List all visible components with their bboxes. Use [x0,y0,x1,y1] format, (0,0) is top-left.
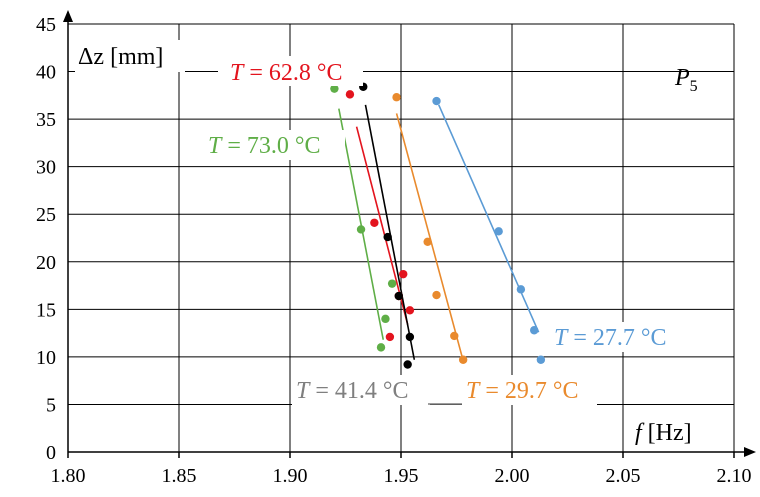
data-point-3 [432,290,441,300]
data-point-0 [385,332,395,342]
data-point-3 [423,237,432,247]
data-point-2 [403,360,412,369]
data-point-0 [370,218,379,227]
series-label-4-text: T = 27.7 °C [554,325,667,351]
fit-line-1 [338,108,385,340]
x-axis-label-unit: [Hz] [642,420,692,446]
series-label-0-var: T [230,60,245,86]
data-point-3 [392,93,401,102]
data-point-0 [399,269,408,279]
y-tick-label: 35 [36,109,56,131]
y-tick-label: 45 [36,14,56,36]
x-tick-label: 1.80 [51,465,86,487]
data-point-2 [405,332,415,342]
y-axis-arrow [63,10,73,22]
x-axis-label-var: f [635,420,645,446]
data-point-4 [536,355,546,364]
series-label-4-var: T [554,325,569,351]
y-tick-label: 20 [36,252,56,274]
ylabel-background [75,40,185,72]
data-point-1 [376,343,386,352]
data-point-1 [330,84,339,93]
x-tick-label: 2.00 [495,465,530,487]
data-point-3 [450,331,459,341]
data-points [330,82,546,369]
tick-labels: 0 5 10 15 20 25 30 35 40 45 1.80 1.85 1.90 1.95 2.00 2.… [36,14,752,487]
data-point-1 [381,314,390,324]
chart-title-main: P [674,65,690,91]
x-tick-label: 2.05 [606,465,641,487]
series-label-3-value: = 29.7 °C [479,378,578,404]
x-axis-arrow [744,447,756,457]
series-label-1: T = 73.0 °C [200,130,345,160]
x-tick-label: 1.95 [384,465,419,487]
data-point-4 [494,227,503,236]
data-point-4 [530,326,539,335]
x-tick-label: 2.10 [717,465,752,487]
y-tick-label: 40 [36,62,56,84]
series-label-4-value: = 27.7 °C [567,325,666,351]
fit-line-0 [355,126,409,325]
y-tick-label: 15 [36,299,56,321]
data-point-4 [516,285,526,294]
y-tick-label: 0 [46,442,56,464]
series-label-0-value: = 62.8 °C [243,60,342,86]
series-label-2: T = 41.4 °C [292,375,430,405]
axes [63,10,756,458]
y-tick-label: 10 [36,347,56,369]
data-point-2 [383,232,392,242]
y-tick-label: 25 [36,204,56,226]
x-tick-label: 1.90 [273,465,308,487]
x-tick-label: 1.85 [162,465,197,487]
series-label-2-bg [292,375,430,405]
series-label-0: T = 62.8 °C [218,56,363,86]
series-label-3-text: T = 29.7 °C [466,378,579,404]
series-label-4-bg [548,322,696,352]
data-point-3 [458,355,468,364]
data-point-4 [432,96,441,106]
xlabel-background [630,415,730,447]
series-label-2-text: T = 41.4 °C [296,378,409,404]
fit-line-2 [364,104,416,360]
data-point-1 [356,225,366,234]
series-label-1-var: T [208,133,223,159]
y-tick-label: 30 [36,157,56,179]
y-axis-label-unit: [mm] [104,44,163,70]
series-label-2-value: = 41.4 °C [309,378,408,404]
fit-line-3 [395,113,464,361]
series-label-0-bg [218,56,363,86]
series-label-3-bg [462,375,597,405]
data-point-2 [394,291,403,301]
series-label-4: T = 27.7 °C [548,322,696,352]
series-label-3: T = 29.7 °C [462,375,597,405]
chart-title: P5 [674,65,698,95]
series-label-1-value: = 73.0 °C [221,133,320,159]
x-axis-label: f [Hz] [635,420,692,446]
data-point-0 [405,306,415,315]
fit-line-4 [438,104,540,333]
y-tick-label: 5 [46,394,56,416]
series-label-1-bg [200,130,345,160]
series-label-2-var: T [296,378,311,404]
series-label-1-text: T = 73.0 °C [208,133,321,159]
data-point-1 [387,279,397,288]
series-label-3-var: T [466,378,481,404]
y-axis-label-var: Δz [78,44,104,70]
data-point-0 [345,90,355,99]
y-axis-label: Δz [mm] [78,44,163,70]
series-label-0-text: T = 62.8 °C [230,60,343,86]
chart-title-subscript: 5 [690,78,698,95]
fit-lines [338,104,540,361]
